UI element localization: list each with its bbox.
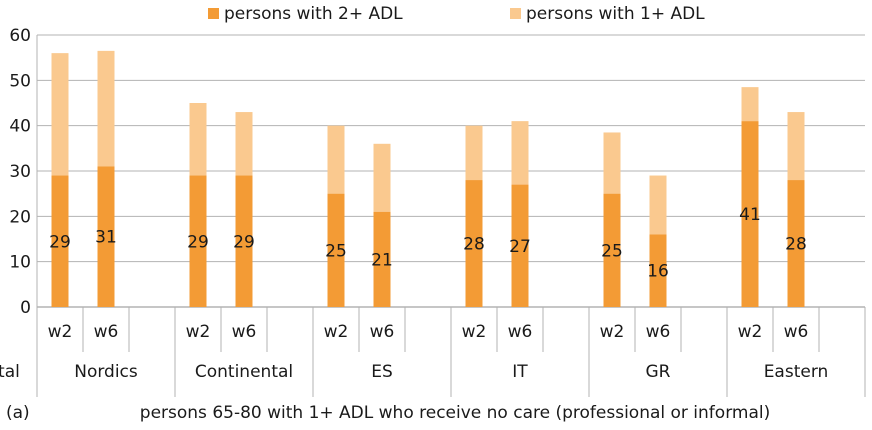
y-tick-label: 50 — [9, 71, 31, 91]
x-tick-label-group: GR — [646, 362, 671, 382]
x-tick-label-wave: w6 — [646, 322, 671, 342]
legend: persons with 2+ ADL persons with 1+ ADL — [208, 4, 705, 24]
x-axis: w2w6w2w6w2w6w2w6w2w6w2w6w2w6NordicsConti… — [0, 307, 866, 397]
x-tick-label-wave: w2 — [324, 322, 349, 342]
bar-2plus-adl — [603, 193, 621, 307]
x-tick-label-group: Total — [0, 362, 20, 382]
bar-1plus-adl — [603, 132, 621, 194]
data-label: 31 — [95, 228, 117, 248]
legend-swatch — [208, 8, 219, 19]
data-label: 21 — [371, 250, 393, 270]
bar-2plus-adl — [741, 121, 759, 307]
y-tick-label: 10 — [9, 253, 31, 273]
data-labels: 2931292925212827251641283127 — [49, 205, 807, 282]
data-label: 27 — [509, 237, 531, 257]
bar-2plus-adl — [649, 234, 667, 307]
y-tick-label: 30 — [9, 162, 31, 182]
bars — [51, 50, 805, 307]
x-tick-label-group: ES — [371, 362, 393, 382]
bar-1plus-adl — [327, 125, 345, 194]
chart-title: persons 65-80 with 1+ ADL who receive no… — [140, 403, 770, 423]
y-axis: 0 10 20 30 40 50 60 — [9, 26, 38, 318]
data-label: 29 — [49, 232, 71, 252]
bar-2plus-adl — [189, 175, 207, 307]
x-tick-label-wave: w6 — [232, 322, 257, 342]
data-label: 25 — [325, 241, 347, 261]
x-tick-label-group: Continental — [195, 362, 293, 382]
bar-1plus-adl — [511, 121, 529, 185]
bar-1plus-adl — [97, 50, 115, 167]
bar-2plus-adl — [511, 184, 529, 307]
x-tick-label-group: Eastern — [764, 362, 829, 382]
panel-label: (a) — [6, 403, 30, 423]
x-tick-label-wave: w2 — [186, 322, 211, 342]
bar-1plus-adl — [741, 87, 759, 122]
data-label: 28 — [785, 235, 807, 255]
y-tick-label: 60 — [9, 26, 31, 46]
data-label: 41 — [739, 205, 761, 225]
bar-1plus-adl — [787, 112, 805, 181]
bar-2plus-adl — [235, 175, 253, 307]
bar-2plus-adl — [787, 180, 805, 307]
legend-swatch — [510, 8, 521, 19]
data-label: 25 — [601, 241, 623, 261]
bar-2plus-adl — [97, 166, 115, 307]
data-label: 16 — [647, 262, 669, 282]
bar-2plus-adl — [373, 211, 391, 307]
bar-1plus-adl — [649, 175, 667, 235]
bar-1plus-adl — [189, 103, 207, 176]
x-tick-label-wave: w6 — [784, 322, 809, 342]
bar-2plus-adl — [327, 193, 345, 307]
bar-1plus-adl — [51, 53, 69, 176]
bar-1plus-adl — [465, 125, 483, 181]
legend-label: persons with 1+ ADL — [526, 4, 705, 24]
legend-label: persons with 2+ ADL — [224, 4, 403, 24]
y-tick-label: 0 — [20, 298, 31, 318]
x-tick-label-group: Nordics — [74, 362, 138, 382]
y-tick-label: 40 — [9, 117, 31, 137]
x-tick-label-wave: w2 — [48, 322, 73, 342]
bar-2plus-adl — [51, 175, 69, 307]
data-label: 29 — [233, 232, 255, 252]
y-tick-label: 20 — [9, 207, 31, 227]
x-tick-label-wave: w2 — [462, 322, 487, 342]
gridlines — [37, 34, 865, 308]
bar-2plus-adl — [465, 180, 483, 307]
x-tick-label-wave: w6 — [94, 322, 119, 342]
data-label: 28 — [463, 235, 485, 255]
x-tick-label-group: IT — [512, 362, 528, 382]
x-tick-label-wave: w2 — [600, 322, 625, 342]
bar-1plus-adl — [235, 112, 253, 176]
bar-1plus-adl — [373, 143, 391, 212]
data-label: 29 — [187, 232, 209, 252]
x-tick-label-wave: w6 — [370, 322, 395, 342]
x-tick-label-wave: w2 — [738, 322, 763, 342]
x-tick-label-wave: w6 — [508, 322, 533, 342]
